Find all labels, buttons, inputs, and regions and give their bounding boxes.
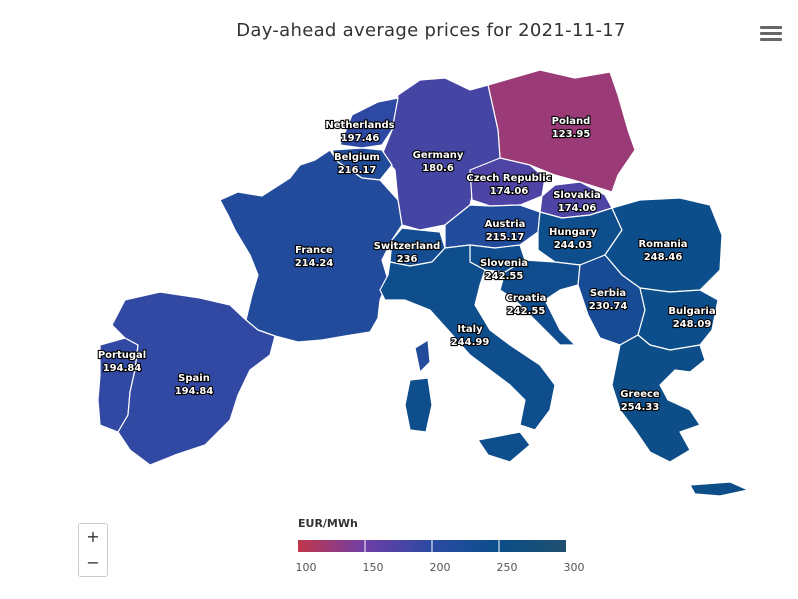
country-label-poland: Poland: [552, 116, 591, 127]
country-label-slovakia: Slovakia: [553, 190, 601, 201]
country-label-serbia: Serbia: [590, 288, 626, 299]
country-price-netherlands: 197.46: [341, 133, 380, 144]
country-price-austria: 215.17: [486, 232, 525, 243]
legend-tick-label: 100: [295, 561, 317, 574]
country-label-greece: Greece: [620, 389, 660, 400]
country-price-greece: 254.33: [621, 402, 660, 413]
country-price-poland: 123.95: [552, 129, 591, 140]
country-label-belgium: Belgium: [334, 152, 380, 163]
country-price-germany: 180.6: [422, 163, 454, 174]
country-italy[interactable]: [379, 244, 556, 431]
legend-tick-label: 300: [563, 561, 585, 574]
legend-tick-label: 150: [362, 561, 384, 574]
country-label-austria: Austria: [485, 219, 526, 230]
country-price-spain: 194.84: [175, 386, 214, 397]
country-label-hungary: Hungary: [549, 227, 597, 238]
country-price-belgium: 216.17: [338, 165, 377, 176]
country-label-slovenia: Slovenia: [480, 258, 528, 269]
country-label-france: France: [295, 245, 333, 256]
country-label-spain: Spain: [178, 373, 210, 384]
country-croatia[interactable]: [499, 259, 581, 346]
country-price-bulgaria: 248.09: [673, 319, 712, 330]
country-price-france: 214.24: [295, 258, 334, 269]
legend-tick-label: 250: [496, 561, 518, 574]
country-price-croatia: 242.55: [507, 306, 546, 317]
country-greece[interactable]: [611, 334, 706, 463]
hamburger-menu-icon[interactable]: [760, 26, 782, 46]
country-label-germany: Germany: [413, 150, 464, 161]
country-price-slovenia: 242.55: [485, 271, 524, 282]
country-price-serbia: 230.74: [589, 301, 628, 312]
legend-title: EUR/MWh: [298, 517, 358, 530]
country-spain[interactable]: [111, 291, 276, 466]
country-label-netherlands: Netherlands: [325, 120, 394, 131]
country-price-czech-republic: 174.06: [490, 186, 529, 197]
chart-title: Day-ahead average prices for 2021-11-17: [236, 20, 626, 41]
country-greece-crete[interactable]: [689, 481, 749, 497]
country-netherlands[interactable]: [339, 97, 399, 149]
country-label-switzerland: Switzerland: [374, 241, 441, 252]
country-italy-sardinia[interactable]: [404, 377, 433, 433]
zoom-out-button[interactable]: −: [78, 550, 108, 577]
country-price-switzerland: 236: [397, 254, 418, 265]
legend-tick-label: 200: [429, 561, 451, 574]
country-label-portugal: Portugal: [98, 350, 146, 361]
country-price-portugal: 194.84: [103, 363, 142, 374]
country-price-hungary: 244.03: [554, 240, 593, 251]
country-italy-sicily[interactable]: [477, 431, 531, 463]
country-label-bulgaria: Bulgaria: [668, 306, 715, 317]
country-label-italy: Italy: [457, 324, 483, 335]
country-label-czech-republic: Czech Republic: [466, 173, 551, 184]
legend-color-bar: [298, 540, 566, 552]
country-france[interactable]: [219, 149, 403, 343]
country-france-corsica[interactable]: [414, 339, 431, 373]
country-price-italy: 244.99: [451, 337, 490, 348]
country-label-romania: Romania: [638, 239, 687, 250]
country-label-croatia: Croatia: [506, 293, 547, 304]
country-price-slovakia: 174.06: [558, 203, 597, 214]
country-price-romania: 248.46: [644, 252, 683, 263]
zoom-in-button[interactable]: +: [78, 523, 108, 551]
